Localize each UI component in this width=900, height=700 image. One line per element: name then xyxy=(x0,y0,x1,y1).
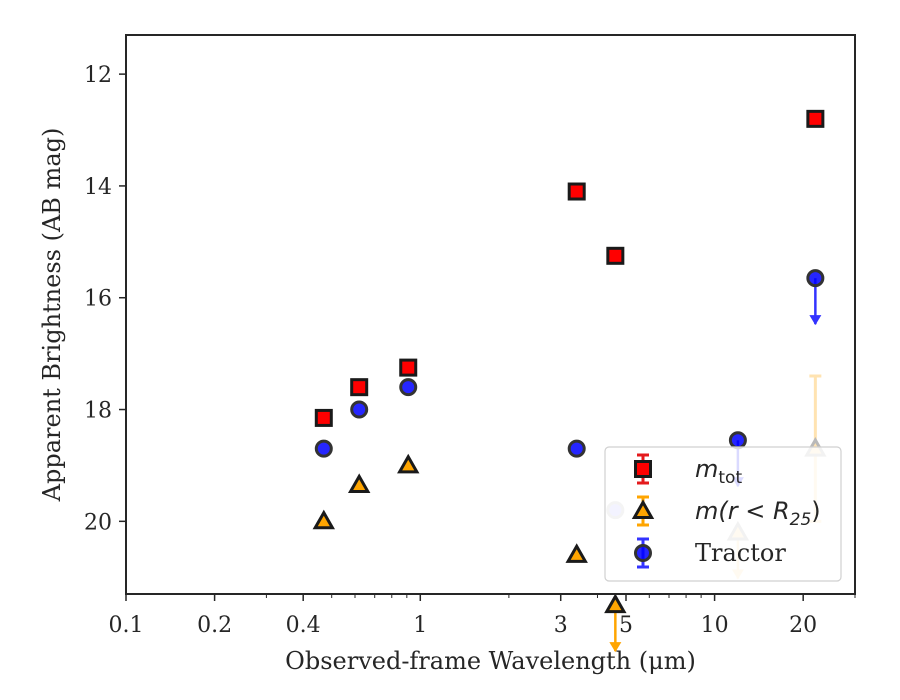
square-marker xyxy=(606,246,625,265)
triangle-marker xyxy=(347,473,371,493)
triangle-marker xyxy=(565,543,588,563)
legend-circle-marker xyxy=(634,544,652,562)
data-point xyxy=(397,453,420,474)
square-marker xyxy=(567,182,586,201)
triangle-marker xyxy=(312,509,336,530)
upper-limit-arrow-head xyxy=(809,315,822,326)
legend-label: Tractor xyxy=(695,539,786,567)
square-marker xyxy=(399,358,418,377)
triangle-marker xyxy=(604,593,627,614)
data-point xyxy=(806,109,825,128)
legend-label: m(r < R25) xyxy=(695,497,821,530)
x-axis-label: Observed-frame Wavelength (μm) xyxy=(285,647,696,675)
legend-triangle-marker xyxy=(631,499,655,519)
x-tick-label: 0.4 xyxy=(286,613,321,638)
x-tick-label: 10 xyxy=(701,613,729,638)
legend-entry-0: mtot xyxy=(634,453,742,488)
y-tick-label: 14 xyxy=(84,175,112,200)
square-marker xyxy=(806,109,825,128)
legend-square-marker xyxy=(634,460,652,478)
square-marker xyxy=(314,408,333,427)
triangle-marker xyxy=(397,453,420,474)
data-point xyxy=(567,439,586,458)
upper-limit-arrow-head xyxy=(609,642,622,653)
square-marker xyxy=(350,378,369,397)
data-point xyxy=(347,473,371,493)
x-tick-label: 1 xyxy=(413,613,427,638)
x-tick-label: 0.2 xyxy=(197,613,232,638)
data-point xyxy=(350,378,369,397)
legend-entry-1: m(r < R25) xyxy=(631,495,821,530)
legend: mtot m(r < R25) Tractor xyxy=(604,446,842,582)
legend-box xyxy=(604,446,842,582)
data-point xyxy=(350,400,369,419)
data-point xyxy=(565,543,588,563)
data-point xyxy=(806,269,825,326)
y-axis-label: Apparent Brightness (AB mag) xyxy=(38,128,66,503)
data-point xyxy=(314,439,333,458)
data-point xyxy=(399,378,418,397)
plot-frame xyxy=(125,34,856,595)
x-tick-label: 20 xyxy=(789,613,817,638)
data-point xyxy=(567,182,586,201)
series-0 xyxy=(314,109,825,427)
y-tick-label: 12 xyxy=(84,63,112,88)
circle-marker xyxy=(728,431,747,450)
circle-marker xyxy=(806,269,825,288)
y-tick-label: 18 xyxy=(84,399,112,424)
legend-entry-2: Tractor xyxy=(634,537,786,569)
data-point xyxy=(604,593,627,653)
axis-ticks: 0.1 0.2 0.4 1 3 5 10 20 12 14 16 18 20 xyxy=(84,63,856,638)
y-tick-label: 16 xyxy=(84,287,112,312)
data-point xyxy=(606,246,625,265)
circle-marker xyxy=(350,400,369,419)
y-tick-label: 20 xyxy=(84,510,112,535)
circle-marker xyxy=(399,378,418,397)
circle-marker xyxy=(567,439,586,458)
x-tick-label: 5 xyxy=(619,613,633,638)
data-point xyxy=(314,408,333,427)
circle-marker xyxy=(314,439,333,458)
x-tick-label: 3 xyxy=(554,613,568,638)
data-point xyxy=(399,358,418,377)
x-tick-label: 0.1 xyxy=(109,613,144,638)
data-point xyxy=(312,509,336,530)
legend-label: mtot xyxy=(695,455,742,488)
